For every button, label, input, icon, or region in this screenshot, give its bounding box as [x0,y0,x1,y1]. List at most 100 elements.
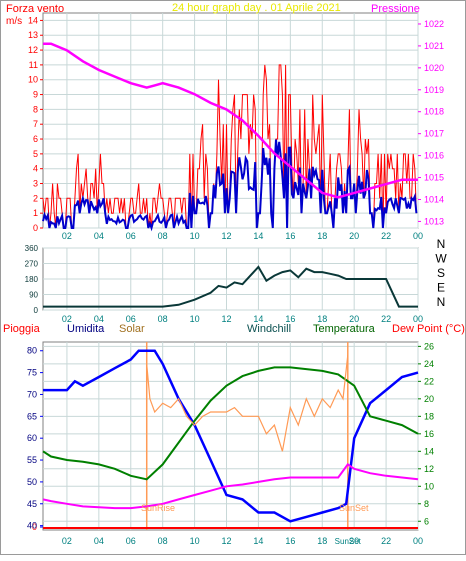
temperature-tick-label: 16 [424,429,434,439]
series-line-dew [42,463,419,510]
direction-x-ticks: 02 04 06 08 10 12 14 16 18 20 22 00 [62,314,423,324]
humidity-tick-label: 75 [27,368,37,378]
humidity-x-tick-label: 04 [94,536,104,546]
compass-label: S [437,266,445,280]
direction-x-tick-label: 12 [222,314,232,324]
compass-label: W [435,252,447,266]
wind-unit-label: m/s [6,16,22,27]
wind-x-tick-label: 18 [317,231,327,241]
humidity-x-tick-label: 10 [190,536,200,546]
series-line-umidita [43,349,419,523]
compass-label: N [437,237,446,251]
wind-axis-label: Forza vento [6,3,64,15]
temperature-tick-label: 20 [424,394,434,404]
humidity-x-tick-label: 08 [158,536,168,546]
temperature-right-ticks: 6 8 10 12 14 16 18 20 22 24 26 [418,341,434,526]
direction-tick-label: 180 [25,275,39,284]
humidity-tick-label: 55 [27,455,37,465]
humidity-tick-label: 65 [27,411,37,421]
humidity-x-ticks: 02 04 06 08 10 12 14 16 18 20 22 00 SunSet [62,536,423,546]
humidity-tick-label: 0 [32,522,37,532]
direction-x-tick-label: 06 [126,314,136,324]
direction-series [43,265,418,308]
humidity-tick-label: 80 [27,346,37,356]
humidity-tick-label: 40 [27,521,37,531]
pressure-series [43,42,418,199]
wind-tick-label: 2 [33,193,38,203]
wind-x-tick-label: 02 [62,231,72,241]
humidity-grid [43,342,419,530]
legend-label: Windchill [247,323,291,335]
humidity-x-tick-label: 14 [253,536,263,546]
wind-tick-label: 0 [33,223,38,233]
humidity-x-tick-label: 18 [317,536,327,546]
direction-grid [43,247,419,311]
wind-tick-label: 1 [33,208,38,218]
direction-x-tick-label: 02 [62,314,72,324]
humidity-x-tick-label: 06 [126,536,136,546]
humidity-tick-label: 60 [27,433,37,443]
pressure-tick-label: 1018 [424,107,444,117]
compass-label: E [437,281,445,295]
humidity-temperature-chart: Pioggia Umidita Solar Windchill Temperatura D… [3,323,465,546]
wind-tick-label: 13 [28,30,38,40]
legend-label: Temperatura [313,323,376,335]
pressure-tick-label: 1019 [424,85,444,95]
pressure-tick-label: 1013 [424,216,444,226]
humidity-tick-label: 45 [27,499,37,509]
direction-tick-label: 360 [25,244,39,253]
pressure-tick-label: 1016 [424,151,444,161]
wind-tick-label: 14 [28,15,38,25]
wind-x-tick-label: 12 [222,231,232,241]
wind-x-tick-label: 00 [413,231,423,241]
pressure-line [43,42,418,199]
direction-x-tick-label: 22 [381,314,391,324]
wind-avg-line [42,139,418,232]
legend-label: Solar [119,323,145,335]
wind-tick-label: 7 [33,119,38,129]
humidity-left-ticks: 040 45 50 55 60 65 70 75 80 [27,346,43,532]
wind-x-tick-label: 16 [285,231,295,241]
wind-x-tick-label: 20 [349,231,359,241]
wind-tick-label: 11 [29,60,38,70]
direction-line [43,265,418,308]
direction-x-tick-label: 04 [94,314,104,324]
pressure-right-ticks: 1013 1014 1015 1016 1017 1018 1019 1020 1021 1022 [418,19,444,226]
wind-tick-label: 12 [28,45,38,55]
direction-x-tick-label: 16 [285,314,295,324]
direction-x-tick-label: 20 [349,314,359,324]
direction-left-ticks: 0 90 180 270 360 [25,244,39,315]
pressure-tick-label: 1014 [424,194,444,204]
compass-label: N [437,295,446,309]
direction-x-tick-label: 00 [413,314,423,324]
pressure-tick-label: 1021 [424,41,444,51]
legend-label: Dew Point (°C) [392,323,465,335]
wind-tick-label: 4 [33,164,38,174]
temperature-tick-label: 24 [424,359,434,369]
temperature-tick-label: 10 [424,481,434,491]
wind-x-tick-label: 04 [94,231,104,241]
direction-x-tick-label: 18 [317,314,327,324]
direction-x-tick-label: 10 [190,314,200,324]
humidity-temperature-series [42,349,419,529]
humidity-x-tick-label: 20 [349,536,359,546]
wind-x-tick-label: 14 [253,231,263,241]
humidity-tick-label: 70 [27,389,37,399]
direction-x-tick-label: 08 [158,314,168,324]
sunset-tick-label: SunSet [335,537,362,546]
humidity-x-tick-label: 22 [381,536,391,546]
wind-tick-label: 9 [33,90,38,100]
wind-x-ticks: 02 04 06 08 10 12 14 16 18 20 22 00 [62,231,423,241]
humidity-x-tick-label: 00 [413,536,423,546]
wind-x-tick-label: 08 [158,231,168,241]
humidity-tick-label: 50 [27,477,37,487]
humidity-x-tick-label: 12 [222,536,232,546]
wind-tick-label: 6 [33,134,38,144]
legend-label: Umidita [67,323,105,335]
sunrise-label: SunRise [141,503,175,513]
